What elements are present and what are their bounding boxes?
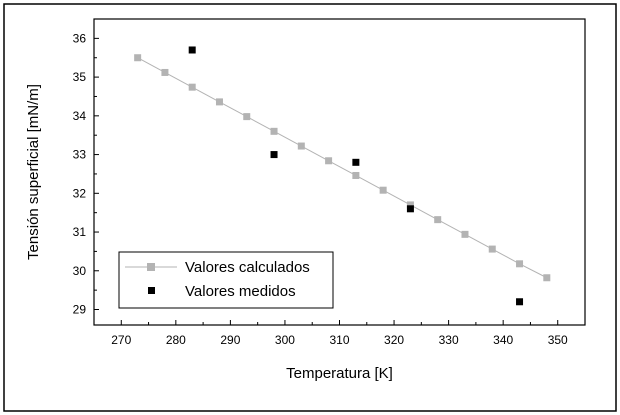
y-tick-label: 36 — [73, 31, 87, 45]
x-tick-label: 310 — [329, 333, 349, 347]
legend-box — [118, 251, 334, 309]
data-point — [188, 83, 196, 91]
data-point — [379, 186, 387, 194]
data-point — [516, 260, 524, 268]
legend: Valores calculados Valores medidos — [118, 251, 334, 309]
y-tick-label: 30 — [73, 264, 87, 278]
y-tick-label: 31 — [73, 225, 87, 239]
x-tick-label: 290 — [220, 333, 240, 347]
chart-border — [3, 3, 617, 412]
data-point — [352, 158, 360, 166]
data-point — [325, 157, 333, 165]
series-line — [137, 57, 548, 279]
series-calculados — [134, 54, 551, 282]
legend-label-calculados: Valores calculados — [185, 259, 310, 276]
x-tick-label: 280 — [166, 333, 186, 347]
y-tick-label: 32 — [73, 186, 87, 200]
data-point — [406, 205, 414, 213]
x-tick-label: 270 — [111, 333, 131, 347]
y-tick-label: 29 — [73, 303, 87, 317]
series-layer — [134, 46, 551, 306]
data-point — [516, 298, 524, 306]
x-tick-label: 320 — [384, 333, 404, 347]
data-point — [352, 171, 360, 179]
data-point — [406, 201, 414, 209]
data-point — [461, 230, 469, 238]
x-tick-label: 340 — [493, 333, 513, 347]
data-point — [215, 98, 223, 106]
x-axis-title: Temperatura [K] — [286, 365, 393, 382]
x-tick-label: 300 — [275, 333, 295, 347]
x-tick-label: 330 — [439, 333, 459, 347]
y-tick-label: 34 — [73, 109, 87, 123]
legend-marker-calculados — [147, 263, 155, 271]
data-point — [270, 151, 278, 159]
data-point — [297, 142, 305, 150]
data-point — [543, 274, 551, 282]
y-tick-label: 35 — [73, 70, 87, 84]
data-point — [243, 113, 251, 121]
legend-label-medidos: Valores medidos — [185, 283, 296, 300]
series-medidos — [188, 46, 524, 306]
data-point — [488, 245, 496, 253]
y-axis-title: Tensión superficial [mN/m] — [25, 84, 42, 260]
data-point — [188, 46, 196, 54]
data-point — [134, 54, 142, 62]
data-point — [434, 216, 442, 224]
legend-marker-medidos — [148, 287, 155, 294]
data-point — [161, 68, 169, 76]
x-axis: 270 280 290 300 310 320 330 340 350 — [111, 320, 568, 347]
data-point — [270, 127, 278, 135]
x-tick-label: 350 — [548, 333, 568, 347]
y-tick-label: 33 — [73, 148, 87, 162]
y-axis: 29 30 31 32 33 34 35 36 — [73, 31, 99, 317]
